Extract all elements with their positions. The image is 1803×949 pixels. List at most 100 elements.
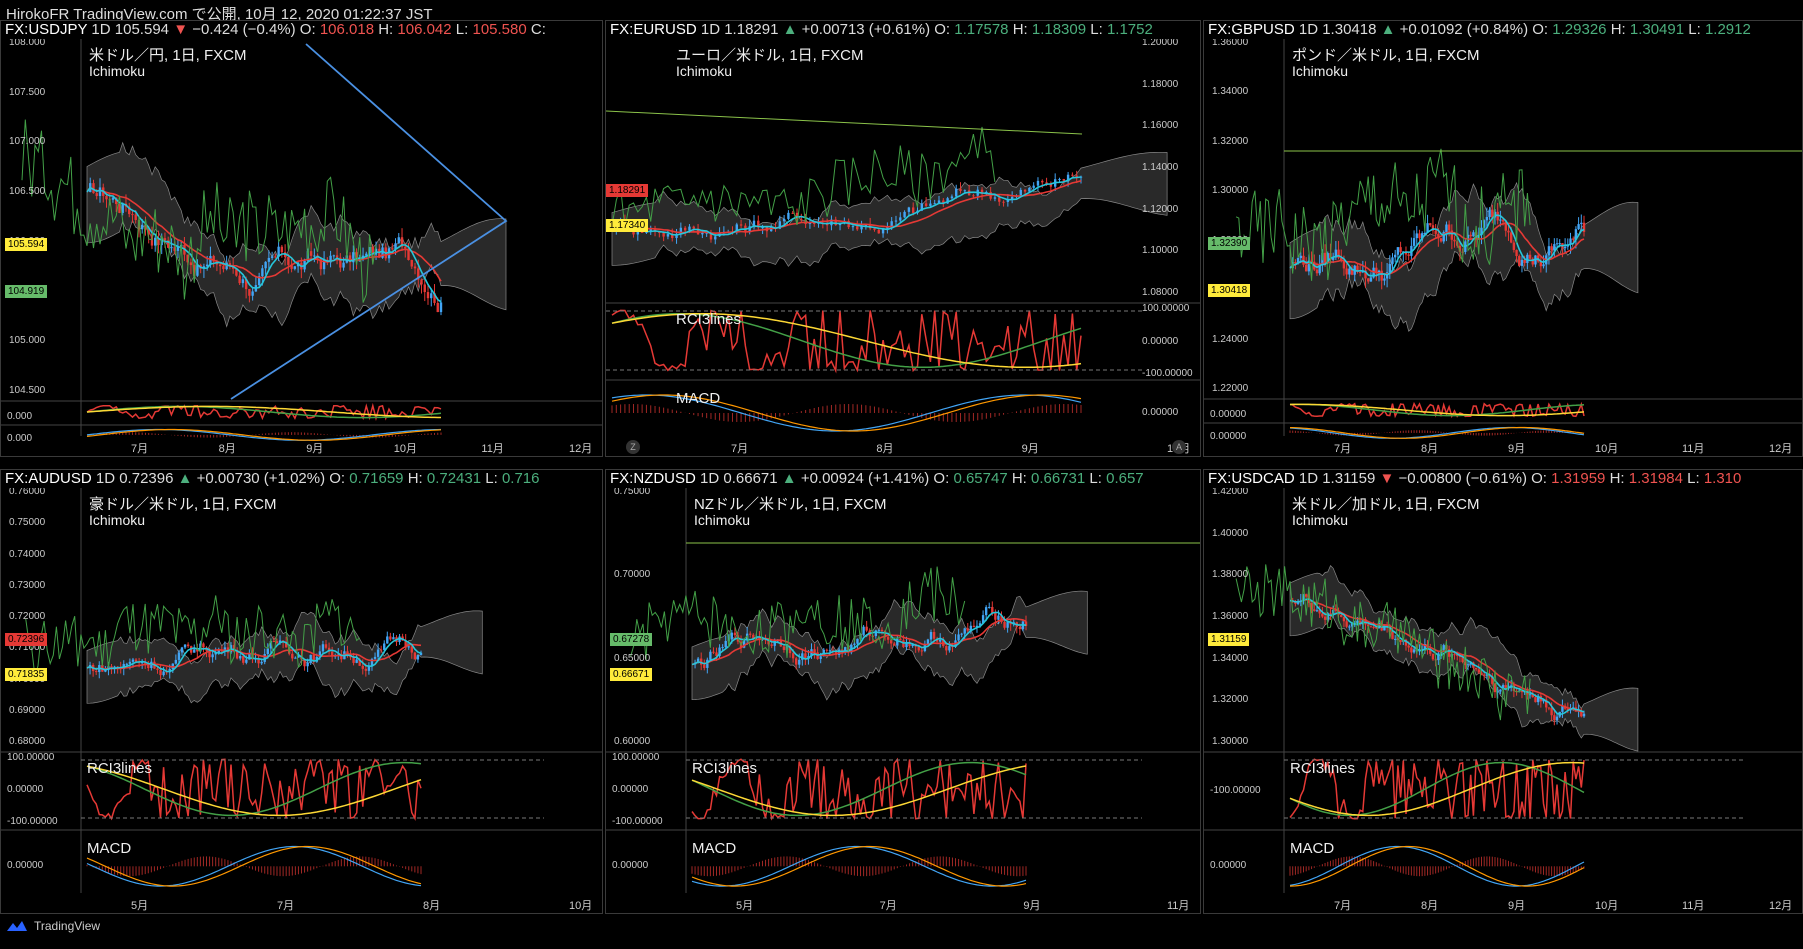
candle-body: [1399, 247, 1402, 253]
candle-body: [189, 262, 193, 266]
candle-body: [886, 637, 890, 640]
candle-body: [1356, 265, 1359, 272]
candle-body: [321, 644, 325, 652]
price-chart[interactable]: [1, 470, 603, 914]
candle-body: [1006, 622, 1009, 628]
candle-body: [193, 649, 196, 653]
macd-line: [611, 394, 1082, 432]
candle-body: [712, 651, 715, 653]
candle-body: [1358, 271, 1362, 273]
macd-label: MACD: [1290, 840, 1335, 857]
rci-axis-tick: -100.00000: [1210, 785, 1261, 797]
candle-body: [196, 265, 199, 276]
rci-line: [691, 765, 1027, 817]
candle-body: [260, 661, 263, 664]
chart-panel-fxgbpusd[interactable]: FX:GBPUSD 1D 1.30418 ▲ +0.01092 (+0.84%)…: [1203, 20, 1803, 457]
footer[interactable]: TradingView: [6, 919, 100, 933]
candle-body: [1504, 685, 1507, 688]
candle-body: [128, 206, 131, 215]
candle-body: [238, 275, 241, 284]
candle-body: [1019, 189, 1022, 196]
footer-brand: TradingView: [34, 919, 101, 933]
x-axis-tick: 10月: [569, 900, 593, 912]
candle-body: [890, 221, 893, 227]
candle-body: [263, 654, 266, 662]
candle-body: [205, 264, 209, 267]
candle-body: [877, 229, 880, 234]
candle-body: [272, 641, 276, 643]
high-label: H:: [1610, 21, 1626, 38]
chart-panel-fxusdcad[interactable]: FX:USDCAD 1D 1.31159 ▼ −0.00800 (−0.61%)…: [1203, 469, 1803, 914]
candle-body: [929, 203, 932, 206]
y-axis-tick: 108.000: [9, 37, 46, 48]
candle-body: [666, 234, 670, 237]
candle-body: [1307, 260, 1311, 272]
candle-body: [1493, 683, 1497, 693]
price-chart[interactable]: [606, 21, 1201, 457]
low-label: L:: [1688, 21, 1701, 38]
candle-body: [274, 256, 277, 258]
candle-body: [365, 253, 368, 256]
candle-body: [767, 640, 770, 645]
macd-line: [1290, 426, 1585, 439]
candle-body: [1526, 691, 1529, 695]
candle-body: [911, 207, 915, 213]
candle-body: [1412, 238, 1416, 246]
candle-body: [1547, 707, 1551, 709]
candle-body: [1367, 624, 1370, 627]
candle-body: [364, 668, 368, 671]
candle-body: [1447, 224, 1451, 231]
price-chart[interactable]: [1204, 21, 1803, 457]
candle-body: [208, 650, 211, 658]
candle-body: [1580, 222, 1583, 225]
x-axis-tick: 5月: [736, 900, 754, 912]
auto-scale-icon[interactable]: A: [1172, 440, 1186, 454]
price-chart[interactable]: [1204, 470, 1803, 914]
candle-body: [1582, 713, 1586, 717]
candle-body: [404, 640, 407, 648]
open-label: O:: [934, 21, 951, 38]
candle-body: [394, 243, 397, 250]
high-label: H:: [1011, 470, 1027, 487]
tenkan-line: [86, 637, 422, 673]
zoom-icon[interactable]: Z: [626, 440, 640, 454]
candle-body: [157, 237, 160, 246]
candle-body: [701, 232, 704, 235]
x-axis-tick: 9月: [1023, 900, 1041, 912]
candle-body: [397, 237, 400, 244]
y-axis-tick: 1.36000: [1212, 611, 1249, 622]
triangle-drawing[interactable]: [230, 43, 508, 400]
candle-body: [715, 652, 718, 656]
candle-body: [1453, 654, 1456, 656]
chart-panel-fxaudusd[interactable]: FX:AUDUSD 1D 0.72396 ▲ +0.00730 (+1.02%)…: [0, 469, 603, 914]
candle-body: [383, 643, 386, 650]
chart-panel-fxnzdusd[interactable]: FX:NZDUSD 1D 0.66671 ▲ +0.00924 (+1.41%)…: [605, 469, 1201, 914]
candle-body: [782, 218, 786, 222]
candle-body: [903, 211, 906, 218]
candle-body: [889, 639, 893, 644]
candle-body: [391, 248, 394, 250]
candle-body: [235, 651, 239, 659]
symbol-name: FX:GBPUSD: [1208, 21, 1295, 38]
low-label: L:: [1090, 21, 1103, 38]
macd-axis-tick: 0.00000: [1210, 859, 1247, 871]
candle-body: [1348, 626, 1351, 628]
candle-body: [699, 658, 703, 665]
chikou-line: [25, 595, 361, 677]
candle-body: [277, 246, 280, 257]
symbol-name: FX:EURUSD: [610, 21, 697, 38]
trend-line[interactable]: [606, 110, 1083, 135]
tenkan-line: [611, 176, 1082, 237]
candle-body: [287, 256, 290, 265]
candle-body: [214, 652, 217, 655]
chart-panel-fxusdjpy[interactable]: FX:USDJPY 1D 105.594 ▼ −0.424 (−0.4%) O:…: [0, 20, 603, 457]
candle-body: [420, 279, 423, 285]
candle-body: [795, 212, 799, 219]
price-chart[interactable]: [1, 21, 603, 457]
price-chart[interactable]: [606, 470, 1201, 914]
candle-body: [994, 612, 997, 620]
candle-body: [192, 265, 196, 276]
price-change: +0.01092 (+0.84%): [1399, 21, 1529, 38]
chart-panel-fxeurusd[interactable]: FX:EURUSD 1D 1.18291 ▲ +0.00713 (+0.61%)…: [605, 20, 1201, 457]
candle-body: [932, 632, 936, 639]
